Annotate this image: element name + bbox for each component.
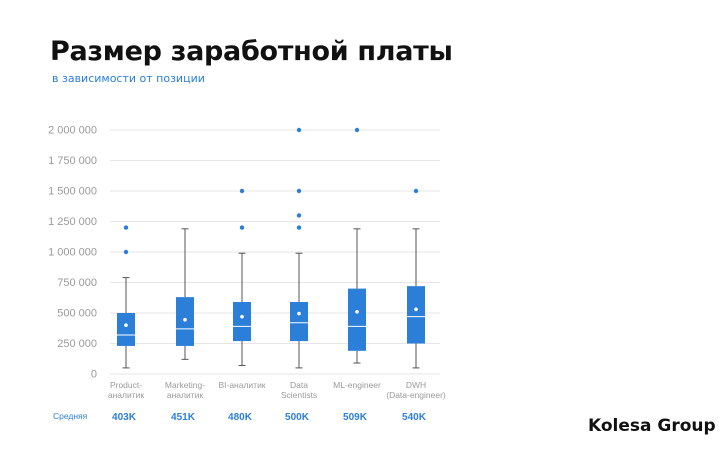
x-tick-label: Scientists (281, 390, 317, 400)
x-tick-label: (Data-engineer) (386, 390, 446, 400)
x-tick-label: BI-аналитик (218, 380, 265, 390)
outlier-point (123, 249, 129, 255)
y-tick-label: 750 000 (57, 277, 97, 289)
y-tick-label: 1 500 000 (48, 186, 97, 198)
outlier-point (296, 188, 302, 194)
mean-value-label: 480K (228, 412, 253, 423)
outlier-point (413, 188, 419, 194)
x-tick-label: Product- (110, 380, 142, 390)
x-tick-label: аналитик (108, 390, 144, 400)
mean-value-label: 509K (343, 412, 368, 423)
outlier-point (296, 213, 302, 218)
y-tick-label: 1 000 000 (48, 247, 97, 259)
outlier-point (296, 225, 302, 230)
box-iqr (407, 286, 425, 344)
outlier-point (296, 127, 302, 133)
mean-row-label: Средняя (53, 411, 88, 421)
y-tick-label: 500 000 (57, 308, 97, 320)
x-tick-label: аналитик (167, 390, 203, 400)
mean-marker (355, 309, 359, 314)
y-tick-label: 2 000 000 (48, 125, 97, 137)
page-subtitle: в зависимости от позиции (52, 72, 205, 85)
y-tick-label: 1 750 000 (48, 155, 97, 167)
mean-marker (240, 314, 244, 319)
box-iqr (233, 302, 251, 342)
box-iqr (176, 297, 194, 346)
box-iqr (348, 288, 366, 351)
page-title: Размер заработной платы (50, 36, 453, 67)
mean-value-label: 451K (171, 412, 196, 423)
outlier-point (354, 127, 360, 133)
outlier-point (123, 225, 129, 230)
kolesa-group-logo: Kolesa Group (588, 416, 716, 436)
x-tick-label: Marketing- (165, 380, 205, 390)
outlier-point (239, 225, 245, 230)
mean-value-label: 403K (112, 412, 137, 423)
y-tick-label: 250 000 (57, 338, 97, 350)
x-tick-label: Data (290, 380, 308, 390)
mean-value-label: 540K (402, 412, 427, 423)
x-tick-label: DWH (406, 380, 426, 390)
outlier-point (239, 188, 245, 194)
mean-marker (124, 323, 128, 328)
mean-marker (297, 311, 301, 316)
box-iqr (290, 302, 308, 342)
y-tick-label: 1 250 000 (48, 216, 97, 228)
mean-marker (183, 317, 187, 322)
x-tick-label: ML-engineer (333, 380, 381, 390)
y-tick-label: 0 (91, 369, 97, 381)
box-iqr (117, 313, 135, 346)
mean-marker (414, 307, 418, 312)
mean-value-label: 500K (285, 412, 310, 423)
